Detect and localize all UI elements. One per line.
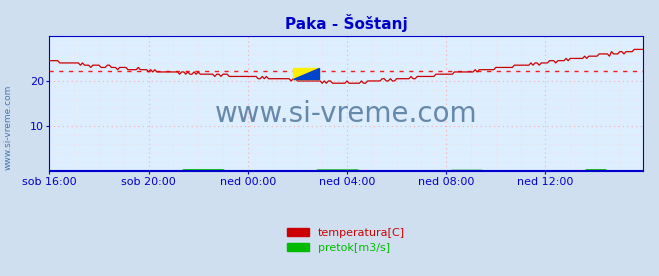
Text: www.si-vreme.com: www.si-vreme.com <box>4 84 13 170</box>
Title: Paka - Šoštanj: Paka - Šoštanj <box>285 14 407 32</box>
Text: www.si-vreme.com: www.si-vreme.com <box>215 100 477 128</box>
Polygon shape <box>293 68 320 79</box>
Bar <box>293 68 320 79</box>
Legend: temperatura[C], pretok[m3/s]: temperatura[C], pretok[m3/s] <box>283 223 409 258</box>
